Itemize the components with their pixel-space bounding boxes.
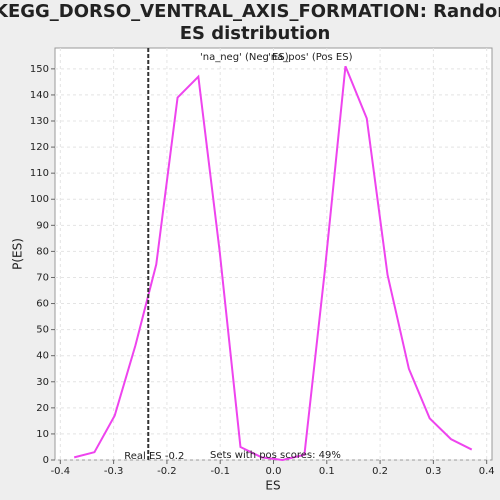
y-tick-label: 130 [30, 116, 49, 127]
y-tick-label: 100 [30, 194, 49, 205]
y-tick-label: 50 [36, 325, 49, 336]
y-tick-label: 10 [36, 429, 49, 440]
x-tick-label: 0.2 [372, 466, 388, 477]
chart-title: ES distribution [180, 23, 331, 44]
x-axis-title: ES [265, 479, 280, 493]
y-tick-label: 60 [36, 299, 49, 310]
x-tick-label: 0.3 [425, 466, 441, 477]
y-axis-title: P(ES) [11, 238, 25, 270]
y-tick-label: 90 [36, 220, 49, 231]
y-tick-label: 20 [36, 403, 49, 414]
y-tick-label: 40 [36, 351, 49, 362]
series-line [73, 65, 473, 462]
x-tick-label: 0.0 [266, 466, 282, 477]
x-tick-label: -0.1 [210, 466, 230, 477]
x-tick-label: 0.1 [319, 466, 335, 477]
y-tick-label: 30 [36, 377, 49, 388]
y-tick-label: 110 [30, 168, 49, 179]
y-tick-label: 120 [30, 142, 49, 153]
x-tick-label: -0.2 [157, 466, 177, 477]
x-tick-label: -0.4 [51, 466, 71, 477]
y-tick-label: 150 [30, 64, 49, 75]
x-tick-label: -0.3 [104, 466, 124, 477]
annotation: Sets with pos scores: 49% [210, 450, 341, 461]
legend-entry: 'na_neg' (Neg ES) [200, 52, 289, 63]
chart-title: KEGG_DORSO_VENTRAL_AXIS_FORMATION: Rando… [0, 1, 500, 22]
legend-entry: 'na_pos' (Pos ES) [268, 52, 353, 63]
y-tick-label: 70 [36, 272, 49, 283]
real-es-label: Real ES -0.2 [124, 451, 184, 462]
y-tick-label: 140 [30, 90, 49, 101]
x-tick-label: 0.4 [479, 466, 495, 477]
y-tick-label: 0 [43, 455, 49, 466]
y-tick-label: 80 [36, 246, 49, 257]
